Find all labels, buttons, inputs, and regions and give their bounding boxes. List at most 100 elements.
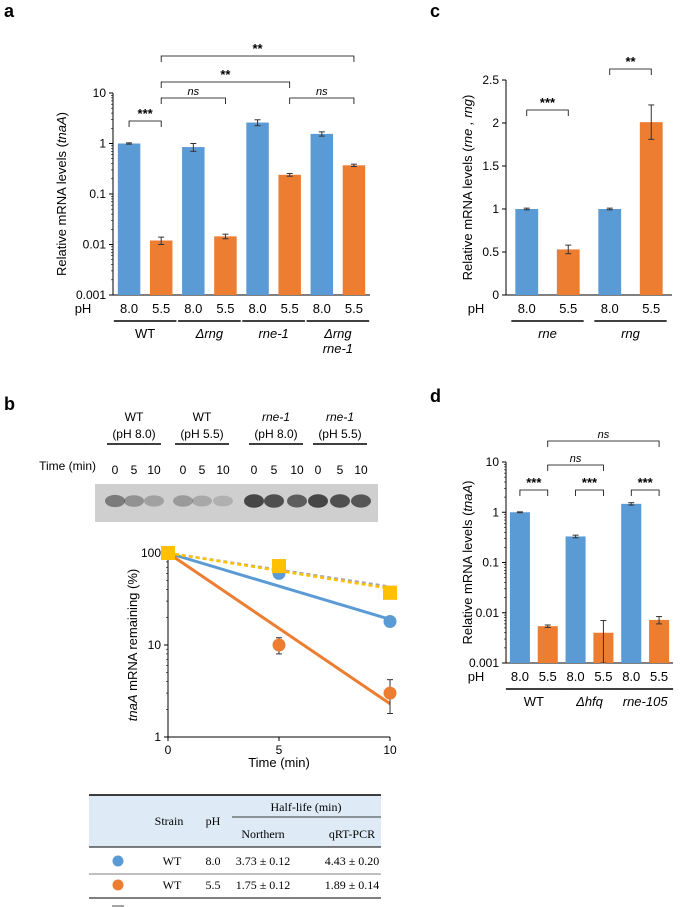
panel-letter-b: b <box>4 394 15 414</box>
blot-strain-label: rne-1 <box>262 410 290 424</box>
northern-blot: WT (pH 8.0) WT (pH 5.5) rne-1 (pH 8.0) rne-1 (p… <box>39 410 378 522</box>
decay-y-axis-label-suffix: mRNA remaining (%) <box>125 569 140 695</box>
significance-bracket <box>630 489 660 496</box>
blot-lane-label: 0 <box>112 463 119 477</box>
y-axis-label-prefix: Relative mRNA levels ( <box>54 142 69 276</box>
ph-value-label: 5.5 <box>642 301 660 316</box>
bar <box>537 626 558 663</box>
y-axis-label: Relative mRNA levels (tnaA) <box>460 480 475 644</box>
table-header-ph: pH <box>206 814 221 828</box>
panel-a-chart: 0.001 0.01 0.1 1 10 Relative mRNA levels (tna… <box>54 41 370 356</box>
decay-y-axis-label: tnaA mRNA remaining (%) <box>125 569 140 721</box>
ph-value-label: 5.5 <box>281 301 299 316</box>
blot-ph-label: (pH 5.5) <box>180 427 223 441</box>
significance-bracket <box>609 68 652 75</box>
group-label: rne-1 <box>258 326 288 341</box>
significance-bracket <box>526 109 569 116</box>
blot-strain-label: WT <box>193 410 212 424</box>
blot-band <box>330 494 350 508</box>
ph-label: pH <box>468 669 485 684</box>
y-tick-label: 1 <box>492 202 499 216</box>
blot-band <box>244 494 264 508</box>
bar <box>621 503 642 663</box>
group-label: WT <box>524 694 544 709</box>
table-cell-ph: 5.5 <box>206 878 221 892</box>
blot-strain-label: rne-1 <box>326 410 354 424</box>
y-tick-label: 0.5 <box>482 245 499 259</box>
table-cell-strain: WT <box>163 854 182 868</box>
decay-x-axis-label: Time (min) <box>248 755 310 770</box>
y-axis-label-gene: tnaA <box>54 116 69 143</box>
table-cell-ph: 8.0 <box>206 904 221 907</box>
blot-lane-label: 5 <box>271 463 278 477</box>
table-cell-qrt: 4.43 ± 0.20 <box>325 854 380 868</box>
group-label: Δrng <box>195 326 224 341</box>
group-label: Δhfq <box>575 694 604 709</box>
panel-letter-c: c <box>430 1 440 21</box>
data-point <box>272 638 286 652</box>
table-header-qrt: qRT-PCR <box>329 827 375 841</box>
ph-value-label: 5.5 <box>152 301 170 316</box>
significance-bracket <box>547 464 604 471</box>
blot-band <box>287 494 307 508</box>
ph-value-label: 5.5 <box>216 301 234 316</box>
group-label: rng <box>621 326 641 341</box>
table-row-marker <box>112 855 124 867</box>
y-tick-label: 10 <box>486 455 500 469</box>
blot-lane-label: 10 <box>290 463 304 477</box>
panel-c-chart: 0 0.5 1 1.5 2 2.5 Relative mRNA levels (rne , … <box>460 54 672 341</box>
significance-bracket <box>519 489 549 496</box>
decay-y-tick-label: 1 <box>154 730 161 744</box>
blot-band <box>351 494 371 508</box>
significance-label: *** <box>540 95 556 110</box>
table-header-half-life: Half-life (min) <box>271 800 342 814</box>
significance-label: *** <box>138 106 154 121</box>
significance-label: ** <box>220 67 231 82</box>
bar <box>515 209 539 295</box>
table-cell-ph: 8.0 <box>206 854 221 868</box>
blot-strain-label: WT <box>125 410 144 424</box>
panel-d-chart: 0.001 0.01 0.1 1 10 Relative mRNA levels (tna… <box>460 429 674 709</box>
significance-label: ** <box>625 54 636 69</box>
panel-letter-d: d <box>430 386 441 406</box>
ph-value-label: 5.5 <box>559 301 577 316</box>
significance-bracket <box>575 489 604 496</box>
ph-value-label: 5.5 <box>650 669 668 684</box>
bar <box>182 147 205 295</box>
blot-lane-label: 5 <box>131 463 138 477</box>
y-tick-label: 0 <box>492 288 499 302</box>
group-label: Δrng <box>323 326 352 341</box>
y-tick-label: 0.001 <box>76 288 106 302</box>
blot-lane-label: 0 <box>180 463 187 477</box>
blot-band <box>105 494 125 508</box>
data-point <box>383 585 397 600</box>
blot-lane-label: 10 <box>147 463 161 477</box>
bar <box>214 236 237 295</box>
data-point <box>383 615 397 629</box>
bar <box>598 209 622 295</box>
table-row-marker <box>112 879 124 891</box>
fit-line <box>167 551 391 621</box>
ph-label: pH <box>468 301 485 316</box>
significance-bracket <box>289 97 355 104</box>
bar <box>556 249 580 295</box>
y-axis-label-suffix: ) <box>54 112 69 116</box>
blot-time-label: Time (min) <box>39 459 96 473</box>
y-axis-label: Relative mRNA levels (tnaA) <box>54 112 69 276</box>
panel-letter-a: a <box>4 1 15 21</box>
data-point <box>161 546 175 560</box>
significance-bracket <box>160 97 226 104</box>
bar <box>649 619 670 663</box>
blot-band <box>213 495 233 507</box>
blot-lane-label: 0 <box>315 463 322 477</box>
bar <box>509 512 530 663</box>
y-axis-label-gene: rne , rng <box>460 98 475 147</box>
significance-label: *** <box>638 475 654 490</box>
table-header-northern: Northern <box>241 827 284 841</box>
y-axis-label-prefix: Relative mRNA levels ( <box>460 147 475 281</box>
blot-band <box>308 494 328 508</box>
y-tick-label: 0.1 <box>89 187 106 201</box>
blot-band <box>264 494 284 508</box>
table-cell-qrt: 8.02 ± 0.73 <box>325 904 380 907</box>
table-cell-northern: 1.75 ± 0.12 <box>236 878 291 892</box>
